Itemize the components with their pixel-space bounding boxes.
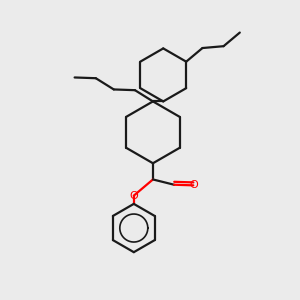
Text: O: O [189,180,198,190]
Text: O: O [129,190,138,201]
